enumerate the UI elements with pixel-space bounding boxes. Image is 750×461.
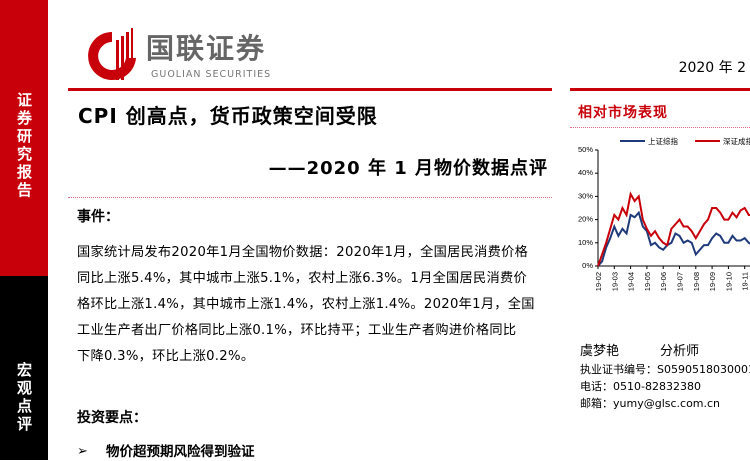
sidebar-bottom-label: 宏观点评 <box>15 362 33 434</box>
analyst-email[interactable]: 邮箱：yumy@glsc.com.cn <box>580 397 721 410</box>
x-tick-label: 19-07 <box>676 272 685 291</box>
legend-label: 深证成指 <box>723 136 750 146</box>
report-date: 2020 年 2 <box>678 60 746 76</box>
x-tick-label: 19-11 <box>741 272 750 291</box>
x-tick-label: 19-02 <box>594 272 603 291</box>
guolian-logo-icon <box>88 28 136 80</box>
bullet-marker-icon: ➢ <box>77 444 88 459</box>
investment-heading: 投资要点： <box>77 410 147 426</box>
sidebar-report-type: 证券研究报告 <box>0 0 48 276</box>
event-text-line: 工业生产者出厂价格同比上涨0.1%，环比持平；工业生产者购进价格同比 <box>77 323 517 338</box>
report-subtitle: ——2020 年 1 月物价数据点评 <box>268 158 548 179</box>
sidebar-category: 宏观点评 <box>0 276 48 460</box>
event-text-line: 格环比上涨1.4%，其中城市上涨1.4%，农村上涨1.4%。2020年1月，全国 <box>77 297 535 312</box>
series-line <box>597 210 750 267</box>
x-tick-label: 19-05 <box>643 272 652 291</box>
sidebar-top-label: 证券研究报告 <box>15 92 33 200</box>
x-tick-label: 19-09 <box>708 272 717 291</box>
title-divider <box>68 197 552 198</box>
x-tick-label: 19-08 <box>692 272 701 291</box>
event-heading: 事件： <box>77 209 119 225</box>
x-tick-label: 19-03 <box>610 272 619 291</box>
analyst-name: 虞梦艳 <box>580 344 620 359</box>
event-text-line: 下降0.3%，环比上涨0.2%。 <box>77 349 255 364</box>
analyst-phone: 电话：0510-82832380 <box>580 380 701 393</box>
event-text-line: 国家统计局发布2020年1月全国物价数据：2020年1月，全国居民消费价格 <box>77 245 529 260</box>
y-tick-label: 40% <box>578 168 593 177</box>
header-divider <box>68 88 552 91</box>
x-tick-label: 19-06 <box>659 272 668 291</box>
x-tick-label: 19-04 <box>627 272 636 291</box>
bullet-item: 物价超预期风险得到验证 <box>106 444 255 460</box>
logo-name-en: GUOLIAN SECURITIES <box>151 69 272 80</box>
analyst-role: 分析师 <box>660 344 700 359</box>
report-title: CPI 创高点，货币政策空间受限 <box>78 104 378 128</box>
legend-label: 上证综指 <box>648 136 678 146</box>
y-tick-label: 0% <box>582 261 593 270</box>
analyst-license: 执业证书编号：S0590518030001 <box>580 363 750 376</box>
y-tick-label: 50% <box>578 145 593 154</box>
logo-name-cn: 国联证券 <box>146 32 267 65</box>
side-heading-divider <box>570 127 750 128</box>
y-tick-label: 10% <box>578 238 593 247</box>
x-tick-label: 19-10 <box>724 272 733 291</box>
relative-performance-chart: 0% 10% 20% 30% 40% 50% 19-02 19-03 19-04 19-05 19-… <box>578 136 750 291</box>
y-tick-label: 20% <box>578 215 593 224</box>
market-performance-heading: 相对市场表现 <box>578 105 668 121</box>
event-text-line: 同比上涨5.4%，其中城市上涨5.1%，农村上涨6.3%。1月全国居民消费价 <box>77 271 527 286</box>
header-divider-right <box>570 88 750 91</box>
series-line <box>597 191 750 267</box>
y-tick-label: 30% <box>578 191 593 200</box>
